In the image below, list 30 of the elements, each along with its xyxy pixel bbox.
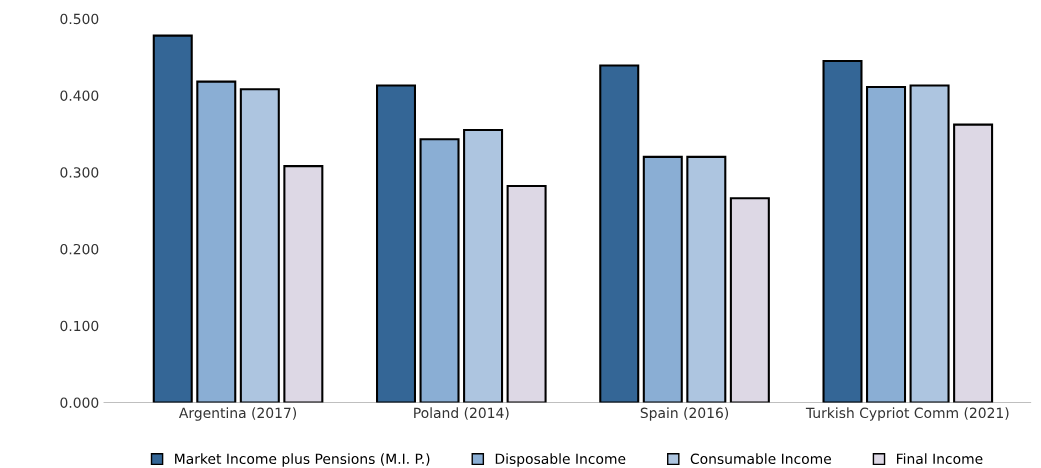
- x-tick-label: Poland (2014): [414, 407, 509, 420]
- legend-label: Market Income plus Pensions (M.I. P.): [175, 453, 430, 467]
- bar: [506, 185, 547, 403]
- bar: [599, 64, 640, 403]
- bar: [239, 88, 280, 403]
- bar: [196, 80, 237, 403]
- x-tick-label: Spain (2016): [640, 407, 729, 421]
- bar: [953, 123, 994, 403]
- bar: [909, 84, 950, 403]
- y-tick-label: 0.300: [60, 167, 99, 178]
- y-tick-label: 0.400: [60, 90, 99, 101]
- y-tick-label: 0.200: [60, 243, 99, 255]
- x-tick-label: Turkish Cypriot Comm (2021): [805, 407, 1009, 421]
- x-tick-label: Argentina (2017): [178, 407, 297, 421]
- bar: [419, 138, 460, 403]
- bar: [642, 155, 683, 403]
- bar: [152, 34, 193, 403]
- y-tick-label: 0.000: [60, 397, 99, 408]
- bar: [463, 128, 504, 403]
- bar: [283, 165, 324, 403]
- bar: [686, 155, 727, 403]
- bar: [866, 85, 907, 403]
- legend-label: Disposable Income: [495, 453, 626, 467]
- y-tick-label: 0.500: [60, 13, 99, 25]
- legend-label: Consumable Income: [690, 453, 832, 465]
- bar: [375, 84, 417, 403]
- bar: [822, 59, 863, 403]
- bar: [729, 197, 770, 403]
- y-tick-label: 0.100: [60, 320, 99, 332]
- legend-label: Final Income: [897, 453, 983, 465]
